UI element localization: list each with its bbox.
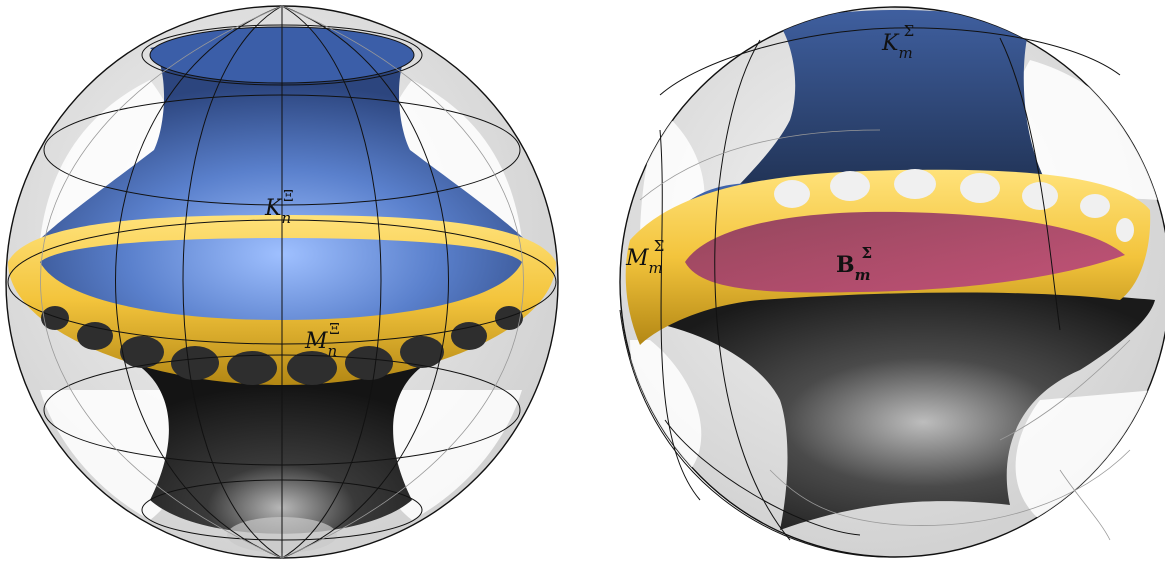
left-label-k: KnΞ: [264, 187, 294, 227]
right-dark-surface: [640, 290, 1155, 530]
left-dark-surface: [130, 360, 432, 534]
right-sphere: KmΣ MmΣ BmΣ: [619, 6, 1165, 558]
left-lobe-lower-left: [40, 390, 184, 520]
right-label-k: KmΣ: [881, 22, 914, 62]
right-ring-holes: [774, 169, 1134, 242]
right-label-m: MmΣ: [625, 237, 664, 277]
left-grid-lines: [7, 5, 557, 559]
right-lobe-upper-right: [1012, 60, 1160, 200]
left-label-m: MnΞ: [304, 320, 340, 360]
left-lobe-lower-right: [378, 390, 522, 520]
left-ring-holes: [41, 306, 523, 385]
right-grid-lines: [619, 27, 1121, 558]
right-label-b: BmΣ: [836, 244, 872, 284]
left-sphere: KnΞ MnΞ: [5, 5, 559, 559]
right-grid-lines-faint: [639, 129, 1131, 541]
right-lobe-lower-left: [630, 340, 702, 480]
right-lobe-lower-right: [1015, 390, 1155, 520]
left-grid-lines-faint: [40, 5, 524, 559]
right-magenta-disk: [685, 211, 1125, 293]
